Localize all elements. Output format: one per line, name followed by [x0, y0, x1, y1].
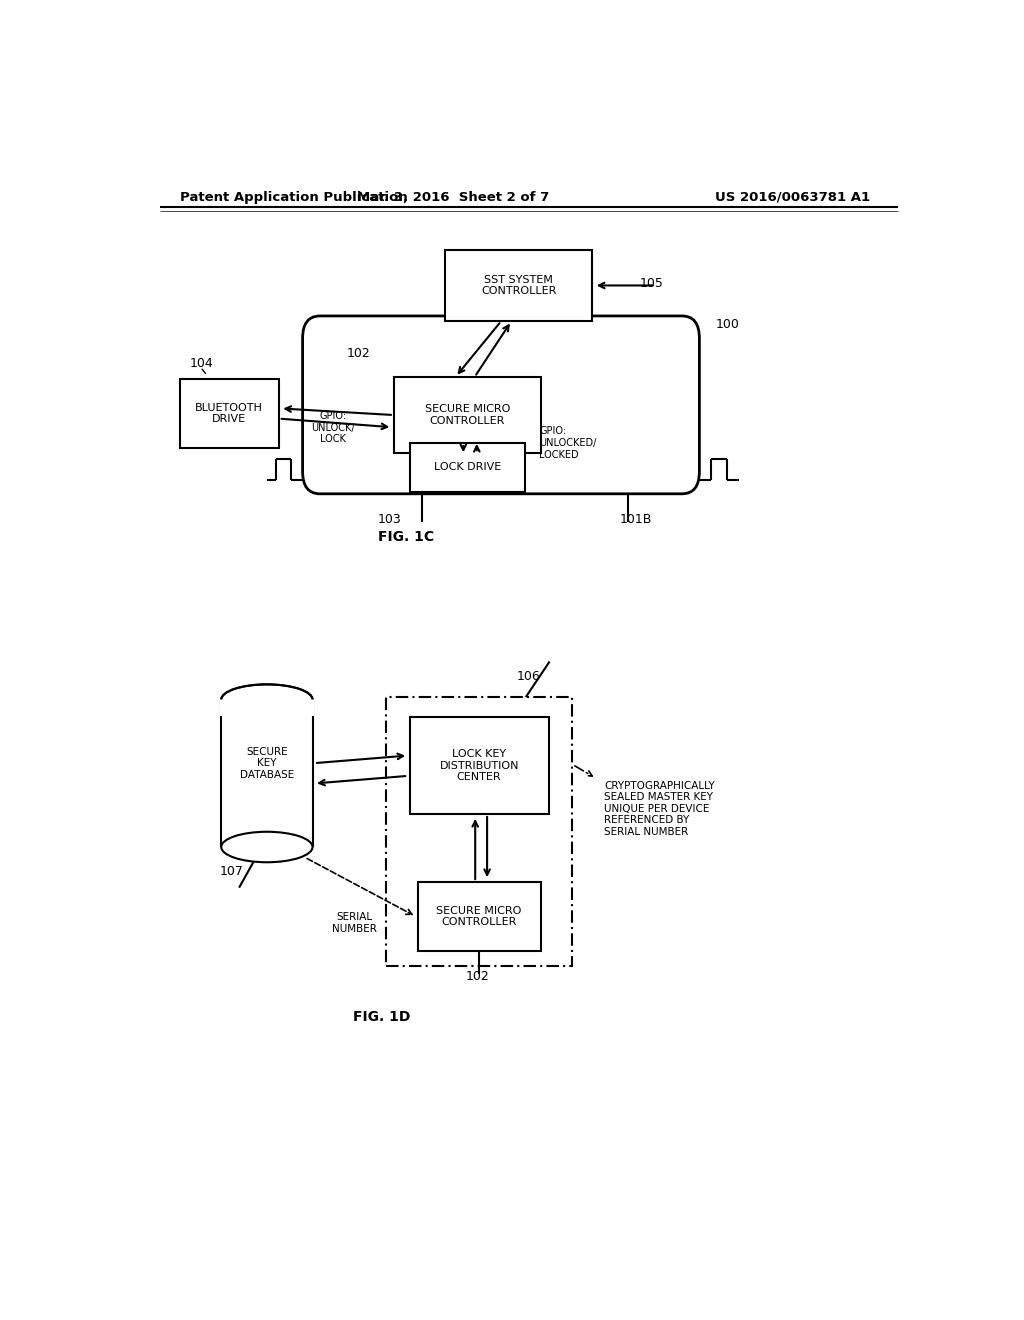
Text: Mar. 3, 2016  Sheet 2 of 7: Mar. 3, 2016 Sheet 2 of 7 — [357, 190, 550, 203]
Bar — [386, 697, 572, 966]
Text: 100: 100 — [715, 318, 739, 330]
Text: GPIO:
UNLOCK/
LOCK: GPIO: UNLOCK/ LOCK — [311, 411, 354, 445]
Text: 104: 104 — [189, 358, 214, 370]
Bar — [445, 249, 592, 321]
Text: 105: 105 — [640, 277, 664, 290]
Text: SERIAL
NUMBER: SERIAL NUMBER — [332, 912, 377, 933]
Ellipse shape — [221, 684, 312, 715]
Text: FIG. 1D: FIG. 1D — [353, 1010, 411, 1024]
Text: Patent Application Publication: Patent Application Publication — [179, 190, 408, 203]
Text: FIG. 1C: FIG. 1C — [378, 529, 434, 544]
Text: US 2016/0063781 A1: US 2016/0063781 A1 — [715, 190, 870, 203]
Ellipse shape — [221, 832, 312, 862]
Text: 102: 102 — [346, 347, 370, 360]
Text: LOCK DRIVE: LOCK DRIVE — [433, 462, 501, 473]
Bar — [410, 718, 549, 814]
Text: CRYPTOGRAPHICALLY
SEALED MASTER KEY
UNIQUE PER DEVICE
REFERENCED BY
SERIAL NUMBE: CRYPTOGRAPHICALLY SEALED MASTER KEY UNIQ… — [604, 780, 715, 837]
Text: SECURE MICRO
CONTROLLER: SECURE MICRO CONTROLLER — [425, 404, 510, 426]
Text: 107: 107 — [219, 866, 243, 878]
Text: 103: 103 — [378, 512, 401, 525]
Text: SECURE
KEY
DATABASE: SECURE KEY DATABASE — [240, 747, 294, 780]
FancyBboxPatch shape — [303, 315, 699, 494]
Bar — [220, 698, 314, 715]
Bar — [179, 379, 279, 447]
Text: 101B: 101B — [620, 512, 652, 525]
Text: LOCK KEY
DISTRIBUTION
CENTER: LOCK KEY DISTRIBUTION CENTER — [439, 748, 519, 783]
Text: 102: 102 — [465, 970, 489, 983]
Text: SECURE MICRO
CONTROLLER: SECURE MICRO CONTROLLER — [436, 906, 522, 928]
Bar — [418, 882, 541, 952]
Text: GPIO:
UNLOCKED/
LOCKED: GPIO: UNLOCKED/ LOCKED — [539, 426, 596, 459]
Text: SST SYSTEM
CONTROLLER: SST SYSTEM CONTROLLER — [481, 275, 556, 296]
Bar — [410, 444, 525, 492]
Text: BLUETOOTH
DRIVE: BLUETOOTH DRIVE — [196, 403, 263, 424]
Text: 106: 106 — [517, 671, 541, 684]
Bar — [394, 378, 541, 453]
